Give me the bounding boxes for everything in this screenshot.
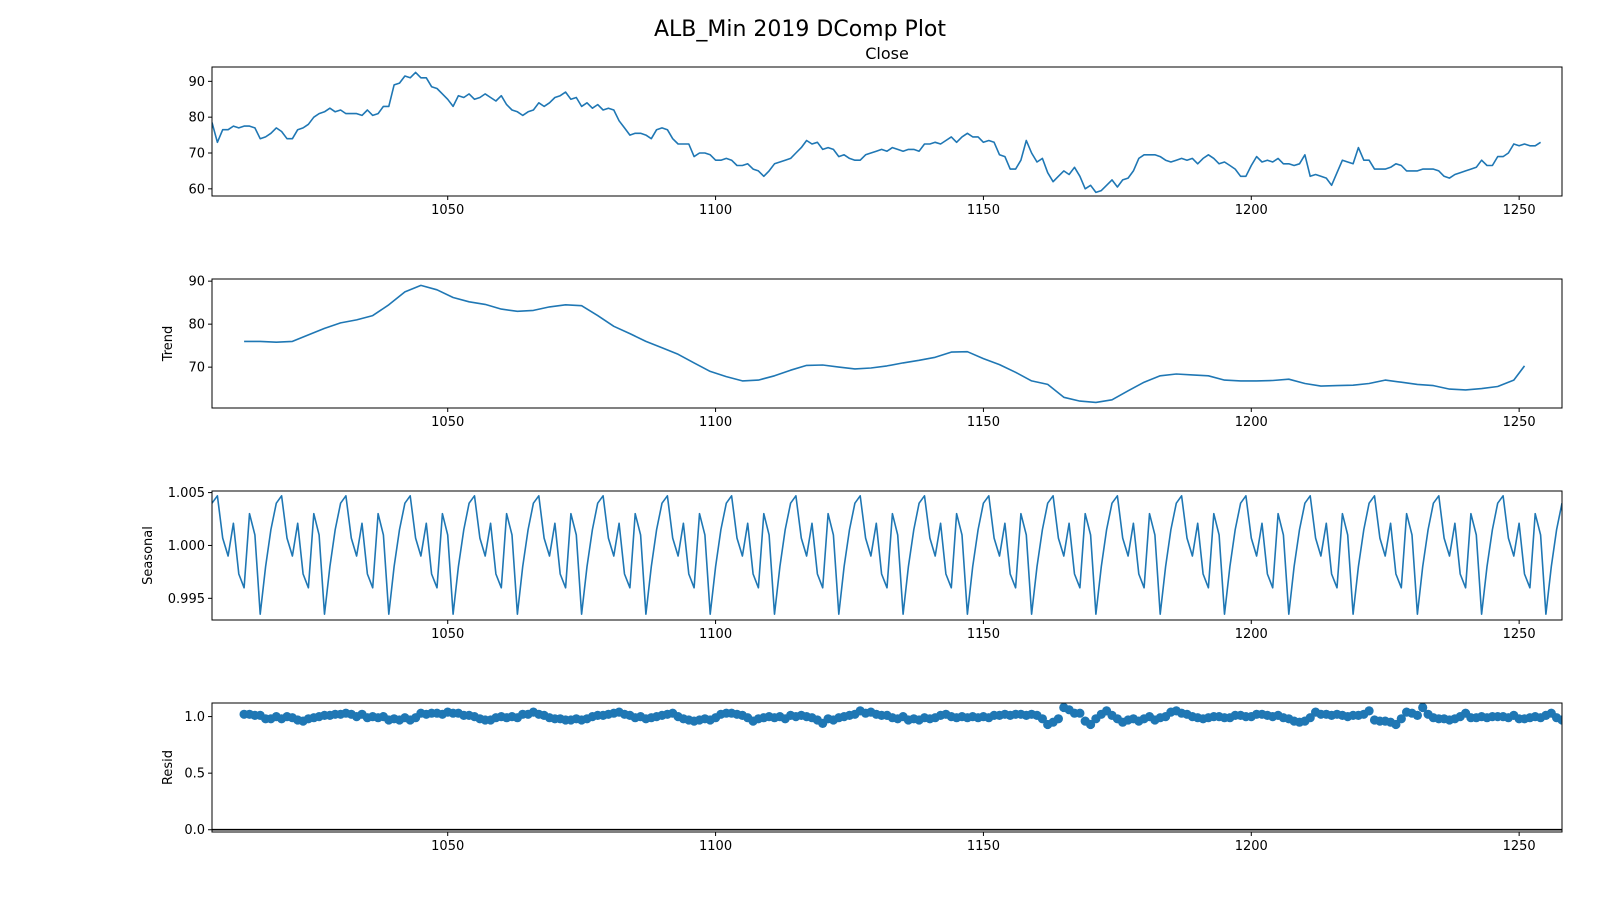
seasonal-y-axis-label: Seasonal: [141, 526, 156, 585]
close-line: [212, 71, 1542, 194]
resid-point: [1579, 712, 1588, 721]
resid-y-tick-label: 0.5: [184, 767, 205, 782]
close-x-tick-label: 1050: [431, 203, 464, 218]
seasonal-y-tick-label: 0.995: [168, 592, 205, 607]
trend-x-tick-label: 1050: [431, 415, 464, 430]
seasonal-line: [212, 495, 1562, 615]
seasonal-y-tick-label: 1.005: [168, 486, 205, 501]
resid-x-tick-label: 1100: [699, 839, 732, 854]
resid-axes-frame: [211, 702, 1563, 833]
figure-title: ALB_Min 2019 DComp Plot: [654, 17, 946, 42]
trend-x-tick-label: 1200: [1235, 415, 1268, 430]
close-y-tick-label: 60: [188, 182, 205, 197]
seasonal-axes-frame: [211, 490, 1563, 621]
resid-y-tick-label: 0.0: [184, 823, 205, 838]
resid-x-tick-label: 1250: [1503, 839, 1536, 854]
trend-y-tick-label: 90: [188, 275, 205, 290]
resid-point: [1418, 703, 1428, 713]
seasonal-panel: 1050 1100 1150 1200 1250 0.995 1.000 1.005 Seaso…: [141, 486, 1563, 642]
resid-point: [1412, 710, 1422, 721]
seasonal-y-tick-label: 1.000: [168, 539, 205, 554]
trend-y-tick-label: 80: [188, 318, 205, 333]
close-x-tick-label: 1200: [1235, 203, 1268, 218]
resid-point: [1568, 713, 1577, 722]
resid-panel: 1050 1100 1150 1200 1250 0.0 0.5 1.0 Resid: [161, 702, 1588, 854]
resid-x-tick-label: 1050: [431, 839, 464, 854]
resid-y-axis-label: Resid: [161, 750, 176, 785]
trend-panel: 1050 1100 1150 1200 1250 70 80 90 Trend: [161, 275, 1563, 430]
seasonal-x-tick-label: 1150: [967, 627, 1000, 642]
trend-x-tick-label: 1250: [1503, 415, 1536, 430]
resid-point: [1075, 708, 1085, 718]
trend-x-tick-label: 1100: [699, 415, 732, 430]
trend-x-tick-label: 1150: [967, 415, 1000, 430]
seasonal-x-tick-label: 1050: [431, 627, 464, 642]
resid-y-tick-label: 1.0: [184, 710, 205, 725]
close-x-tick-label: 1150: [967, 203, 1000, 218]
resid-points: [239, 703, 1588, 730]
resid-point: [1396, 714, 1406, 724]
trend-line: [244, 284, 1526, 404]
resid-point: [1391, 719, 1401, 730]
close-y-tick-label: 70: [188, 147, 205, 162]
close-x-tick-label: 1100: [699, 203, 732, 218]
trend-y-axis-label: Trend: [161, 326, 176, 363]
resid-x-tick-label: 1200: [1235, 839, 1268, 854]
close-panel-title: Close: [865, 44, 909, 63]
resid-point: [1574, 712, 1583, 721]
trend-y-tick-label: 70: [188, 361, 205, 376]
seasonal-x-tick-label: 1250: [1503, 627, 1536, 642]
resid-point: [1557, 715, 1562, 725]
seasonal-x-tick-label: 1100: [699, 627, 732, 642]
trend-axes-frame: [211, 278, 1563, 409]
close-panel: 1050 1100 1150 1200 1250 60 70 80 90 Close: [188, 44, 1563, 218]
resid-x-tick-label: 1150: [967, 839, 1000, 854]
close-axes-frame: [211, 66, 1563, 197]
seasonal-x-tick-label: 1200: [1235, 627, 1268, 642]
resid-point: [1364, 706, 1374, 716]
resid-point: [1563, 712, 1572, 721]
close-y-tick-label: 80: [188, 111, 205, 126]
resid-point: [1053, 714, 1063, 724]
close-x-tick-label: 1250: [1503, 203, 1536, 218]
close-y-tick-label: 90: [188, 75, 205, 90]
